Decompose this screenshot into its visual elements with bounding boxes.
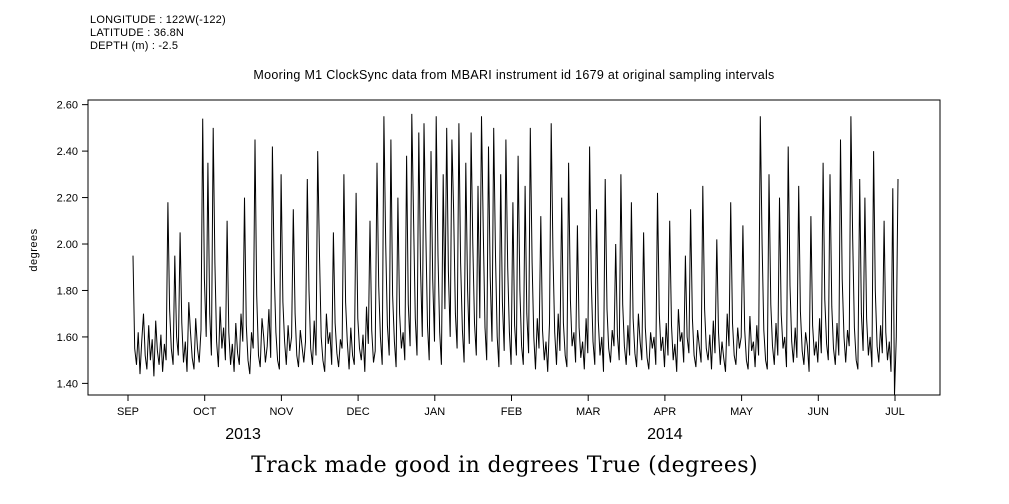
x-tick-label: APR (654, 406, 677, 418)
chart-title: Mooring M1 ClockSync data from MBARI ins… (253, 68, 775, 82)
longitude-label: LONGITUDE : 122W(-122) (90, 14, 226, 26)
x-tick-label: OCT (193, 406, 217, 418)
y-tick-label: 1.80 (57, 285, 78, 297)
x-tick-label: SEP (117, 406, 139, 418)
y-tick-label: 2.40 (57, 146, 78, 158)
y-axis-title: degrees (28, 228, 40, 272)
y-tick-label: 2.60 (57, 100, 78, 112)
x-tick-label: MAR (576, 406, 601, 418)
time-series-line (132, 113, 899, 396)
latitude-label: LATITUDE : 36.8N (90, 27, 185, 39)
y-tick-label: 2.20 (57, 193, 78, 205)
x-tick-label: MAY (730, 406, 754, 418)
x-tick-label: JAN (424, 406, 445, 418)
year-label: 2013 (225, 426, 261, 443)
year-label: 2014 (647, 426, 683, 443)
x-tick-label: JUL (885, 406, 905, 418)
plot-frame (87, 99, 941, 396)
x-tick-label: NOV (269, 406, 294, 418)
y-tick-label: 1.40 (57, 378, 78, 390)
x-tick-label: FEB (501, 406, 522, 418)
x-tick-label: DEC (346, 406, 369, 418)
x-axis-caption: Track made good in degrees True (degrees… (251, 453, 758, 478)
y-tick-label: 2.00 (57, 239, 78, 251)
y-tick-label: 1.60 (57, 332, 78, 344)
depth-label: DEPTH (m) : -2.5 (90, 40, 179, 52)
metadata-block: LONGITUDE : 122W(-122) LATITUDE : 36.8N … (90, 14, 226, 53)
x-tick-label: JUN (808, 406, 829, 418)
